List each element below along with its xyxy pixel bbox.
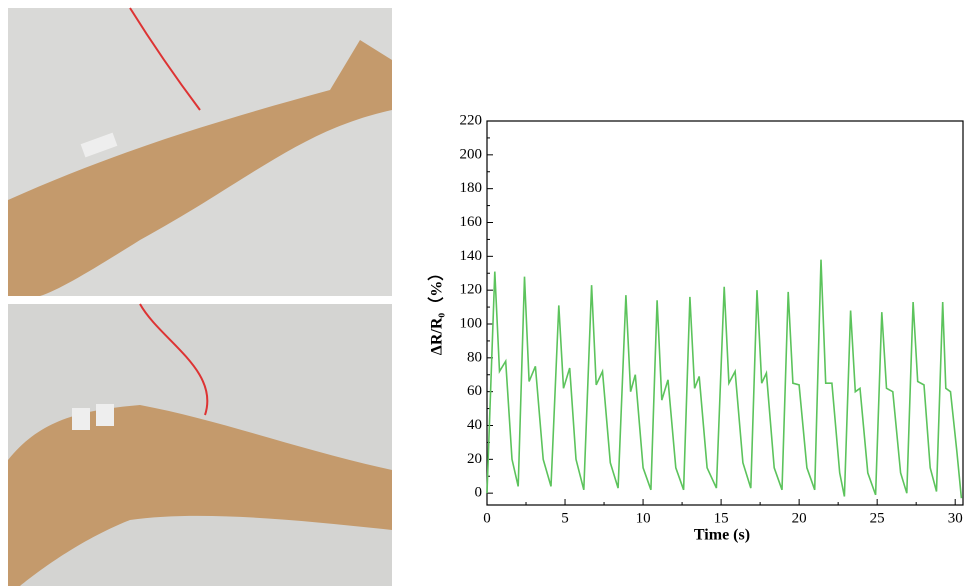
- y-axis-label: ΔR/R₀（%）: [428, 265, 446, 355]
- x-axis-label: Time (s): [694, 527, 750, 544]
- y-tick-label: 100: [460, 315, 483, 331]
- x-tick-label: 0: [483, 510, 491, 526]
- x-tick-label: 30: [948, 510, 963, 526]
- y-tick-label: 160: [460, 214, 483, 230]
- photo-bottom: [8, 303, 392, 586]
- y-tick-label: 200: [460, 146, 483, 162]
- x-tick-label: 5: [561, 510, 569, 526]
- y-tick-label: 0: [475, 485, 483, 501]
- y-tick-label: 20: [467, 451, 482, 467]
- data-line: [486, 259, 963, 499]
- y-tick-label: 120: [460, 282, 483, 298]
- y-tick-label: 180: [460, 180, 483, 196]
- y-tick-label: 220: [460, 112, 483, 128]
- y-tick-label: 80: [467, 349, 482, 365]
- y-tick-label: 140: [460, 248, 483, 264]
- x-tick-label: 25: [870, 510, 885, 526]
- x-tick-label: 15: [714, 510, 729, 526]
- y-tick-label: 60: [467, 383, 482, 399]
- x-tick-label: 20: [792, 510, 807, 526]
- photo-top: [8, 7, 392, 296]
- y-tick-label: 40: [467, 417, 482, 433]
- plot-frame: [486, 120, 964, 506]
- x-tick-label: 10: [636, 510, 651, 526]
